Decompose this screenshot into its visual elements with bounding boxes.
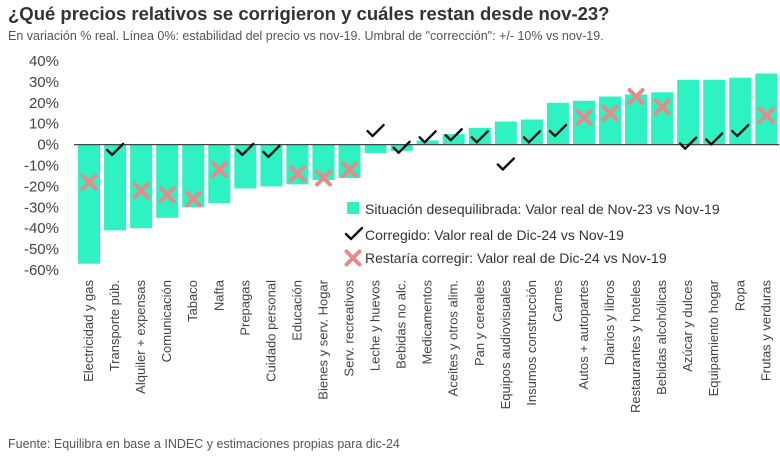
y-tick-label: -50% — [24, 241, 59, 258]
category-label: Prepagas — [237, 280, 252, 336]
cross-marker-26 — [757, 106, 775, 124]
check-marker-25 — [731, 123, 750, 138]
legend-label-1: Corregido: Valor real de Dic-24 vs Nov-1… — [365, 227, 624, 243]
cross-marker-19 — [575, 108, 593, 126]
category-labels: Electricidad y gas Transporte púb. Alquile… — [81, 279, 773, 413]
bar-9 — [312, 144, 335, 181]
cross-marker-3 — [158, 186, 176, 204]
category-label: Electricidad y gas — [81, 280, 96, 382]
y-tick-labels: 40% 30% 20% 10% 0% -10% -20% -30% -40% -50% -60% — [24, 53, 59, 279]
bar-3 — [156, 144, 179, 218]
category-label: Comunicación — [159, 280, 174, 362]
bar-10 — [338, 144, 361, 179]
page-subtitle: En variación % real. Línea 0%: estabilid… — [8, 29, 604, 43]
category-label: Tabaco — [185, 280, 200, 322]
category-label: Pan y cereales — [472, 280, 487, 366]
check-marker-16 — [496, 157, 516, 171]
bar-14 — [442, 134, 465, 145]
category-label: Bebidas alcohólicas — [654, 280, 669, 395]
category-label: Restaurantes y hoteles — [628, 280, 643, 413]
bar-11 — [364, 144, 387, 153]
category-label: Aceites y otros alim. — [446, 280, 461, 396]
cross-marker-22 — [653, 98, 671, 116]
bar-16 — [494, 121, 517, 145]
category-label: Medicamentos — [420, 280, 435, 365]
check-marker-17 — [522, 130, 542, 144]
category-label: Insumos construcción — [524, 280, 539, 406]
bar-26 — [755, 73, 778, 145]
legend-swatch-cross — [344, 249, 362, 267]
category-label: Equipos audiovisuales — [498, 280, 513, 410]
category-label: Frutas y verduras — [758, 280, 773, 382]
legend-label-2: Restaría corregir: Valor real de Dic-24 … — [365, 250, 667, 266]
check-marker-1 — [105, 142, 125, 157]
cross-marker-20 — [601, 104, 619, 122]
category-label: Cuidado personal — [263, 280, 278, 382]
category-label: Nafta — [211, 279, 226, 311]
y-tick-label: 40% — [29, 53, 59, 70]
bar-21 — [625, 94, 648, 145]
check-marker-14 — [444, 128, 463, 142]
y-tick-label: -20% — [24, 178, 59, 195]
bar-23 — [677, 79, 700, 145]
legend-swatch-check — [344, 226, 364, 241]
cross-marker-5 — [210, 161, 228, 179]
check-marker-12 — [392, 140, 411, 154]
check-marker-6 — [236, 142, 255, 157]
check-marker-13 — [418, 130, 437, 144]
category-label: Azúcar y dulces — [680, 280, 695, 372]
category-label: Bienes y serv. Hogar — [315, 279, 330, 399]
bar-8 — [286, 144, 309, 185]
y-tick-label: -10% — [24, 158, 59, 175]
y-tick-label: 0% — [37, 137, 59, 154]
y-tick-label: -60% — [24, 262, 59, 279]
bar-2 — [130, 144, 153, 229]
y-tick-label: -40% — [24, 220, 59, 237]
bar-5 — [208, 144, 231, 204]
cross-marker-21 — [627, 88, 645, 106]
check-marker-18 — [548, 123, 568, 138]
cross-marker-0 — [80, 173, 98, 191]
legend-swatch-bar — [347, 202, 359, 214]
category-label: Educación — [289, 280, 304, 341]
category-label: Diarios y libros — [602, 280, 617, 366]
cross-marker-9 — [314, 169, 332, 187]
y-tick-label: -30% — [24, 199, 59, 216]
cross-marker-10 — [341, 161, 359, 179]
check-marker-11 — [366, 123, 385, 138]
y-tick-label: 10% — [29, 116, 59, 133]
bar-24 — [703, 79, 726, 145]
legend: Situación desequilibrada: Valor real de … — [344, 201, 720, 267]
bar-22 — [651, 92, 674, 145]
category-label: Bebidas no alc. — [394, 280, 409, 369]
cross-marker-2 — [132, 182, 150, 200]
category-label: Ropa — [732, 279, 747, 311]
bar-18 — [546, 102, 569, 145]
source-note: Fuente: Equilibra en base a INDEC y esti… — [8, 437, 400, 451]
category-label: Alquiler + expensas — [133, 280, 148, 394]
check-marker-24 — [705, 132, 724, 146]
category-label: Transporte púb. — [107, 280, 122, 371]
check-marker-15 — [470, 130, 489, 144]
y-tick-label: 20% — [29, 95, 59, 112]
bar-0 — [78, 144, 101, 264]
category-label: Leche y huevos — [368, 280, 383, 372]
page-title: ¿Qué precios relativos se corrigieron y … — [8, 3, 610, 24]
cross-marker-8 — [288, 165, 306, 183]
check-marker-7 — [262, 144, 281, 159]
category-label: Equipamiento hogar — [706, 279, 721, 396]
check-marker-23 — [678, 136, 698, 150]
bar-12 — [390, 144, 413, 151]
bar-1 — [104, 144, 127, 231]
category-label: Serv. recreativos — [342, 280, 357, 377]
cross-marker-4 — [184, 190, 202, 208]
bar-13 — [416, 140, 439, 145]
legend-label-0: Situación desequilibrada: Valor real de … — [365, 201, 720, 217]
bar-6 — [234, 144, 257, 189]
category-label: Autos + autopartes — [576, 280, 591, 390]
markers-layer — [80, 88, 775, 208]
y-tick-label: 30% — [29, 74, 59, 91]
category-label: Carnes — [550, 280, 565, 322]
